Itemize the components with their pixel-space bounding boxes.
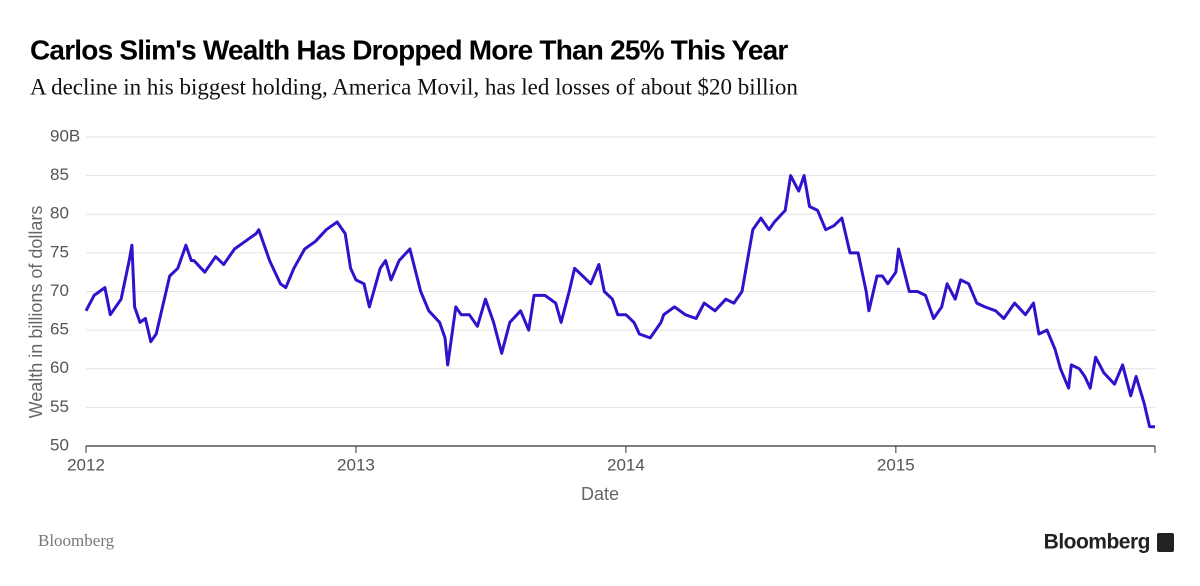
- y-axis-label: Wealth in billions of dollars: [26, 206, 46, 419]
- x-tick-label: 2012: [67, 455, 105, 474]
- x-tick-label: 2014: [607, 455, 645, 474]
- x-axis-label: Date: [581, 484, 619, 504]
- y-tick-label: 60: [50, 358, 69, 377]
- y-tick-label: 80: [50, 204, 69, 223]
- y-tick-label: 55: [50, 397, 69, 416]
- y-tick-label: 85: [50, 165, 69, 184]
- logo: Bloomberg: [1044, 531, 1150, 554]
- chart-title: Carlos Slim's Wealth Has Dropped More Th…: [30, 34, 788, 65]
- y-tick-label: 70: [50, 281, 69, 300]
- logo-icon: [1157, 533, 1174, 552]
- chart-subtitle: A decline in his biggest holding, Americ…: [30, 74, 798, 99]
- y-tick-label: 65: [50, 320, 69, 339]
- y-tick-label: 75: [50, 242, 69, 261]
- source: Bloomberg: [38, 531, 115, 550]
- x-tick-label: 2015: [877, 455, 915, 474]
- line: [84, 174, 1155, 429]
- x-tick-label: 2013: [337, 455, 375, 474]
- y-tick-label: 90B: [50, 126, 80, 145]
- y-tick-label: 50: [50, 435, 69, 454]
